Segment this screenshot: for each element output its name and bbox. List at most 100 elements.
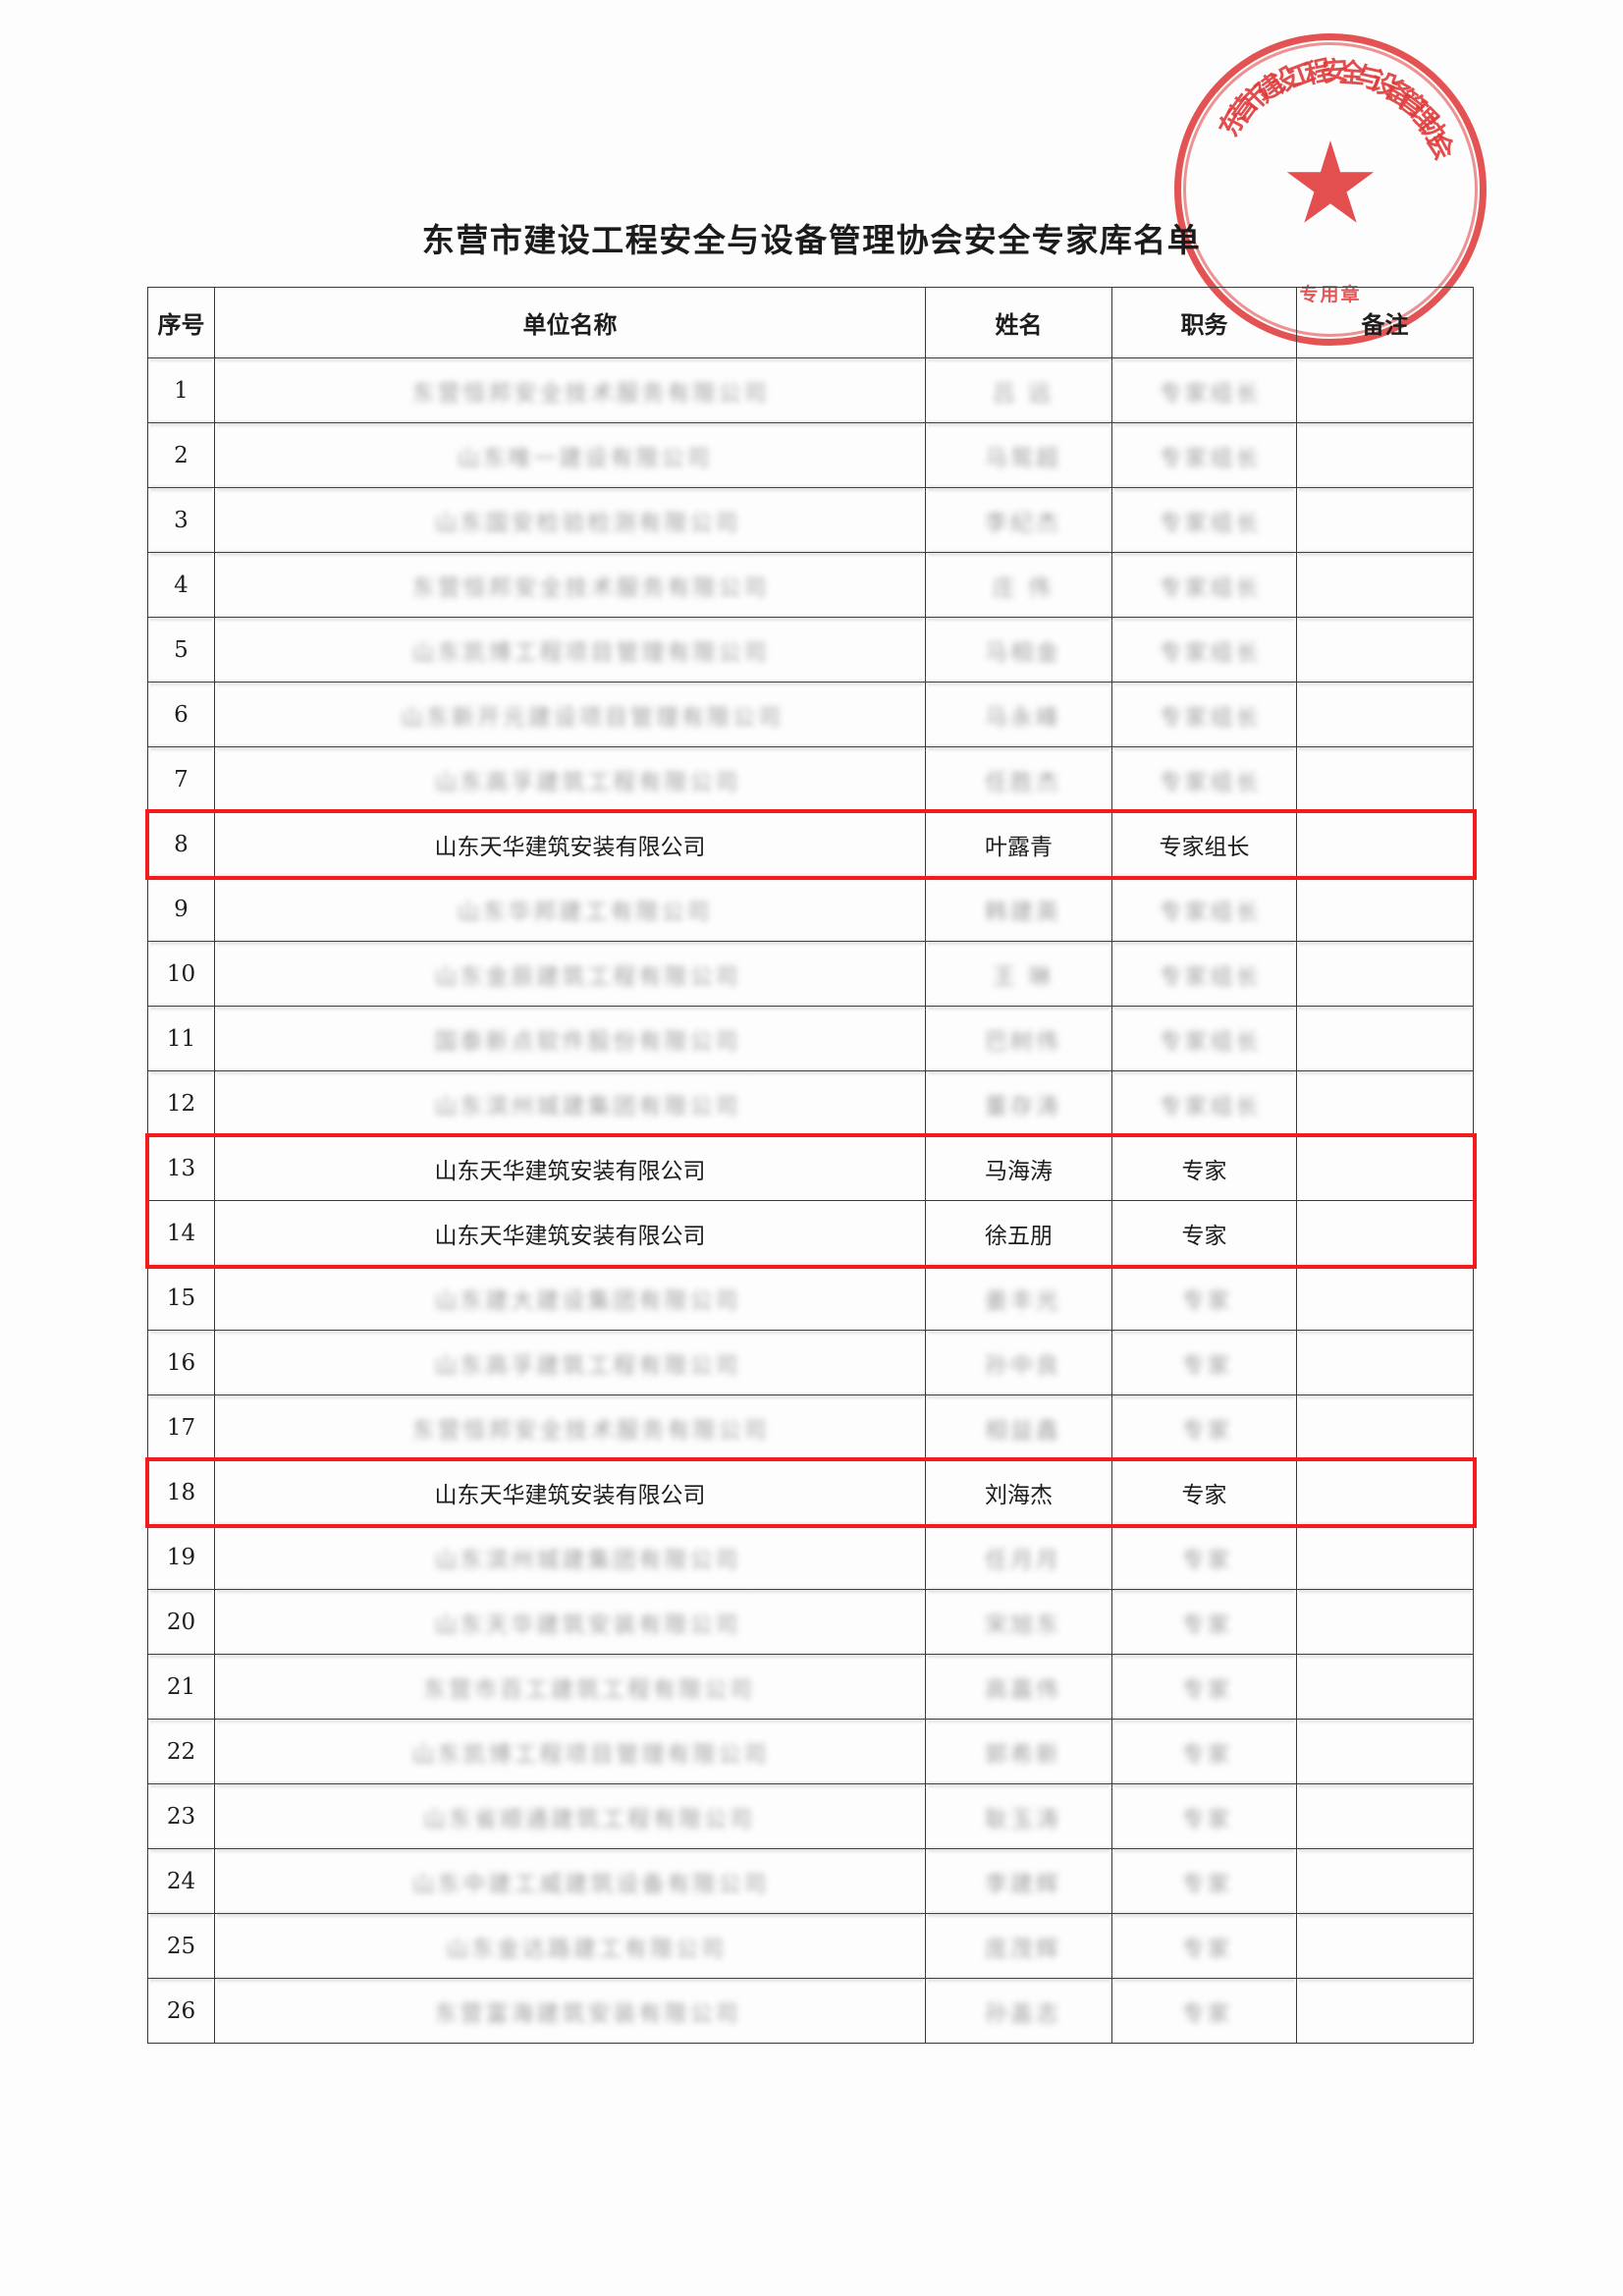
redacted-text: 专家 (1182, 1865, 1233, 1898)
table-row: 11 国泰新点软件股份有限公司 巴树伟 专家组长 (147, 1003, 1474, 1071)
table-body: 1东营恒邦安全技术服务有限公司吕 远专家组长2山东唯一建设有限公司马鸳超专家组长… (147, 355, 1474, 2044)
cell-name: 孙盖志 (925, 1975, 1112, 2044)
cell-seq: 15 (147, 1262, 215, 1331)
cell-title: 专家组长 (1111, 873, 1297, 942)
cell-name: 马永峰 (925, 679, 1112, 747)
redacted-text: 山东省顺通建筑工程有限公司 (423, 1800, 755, 1833)
cell-org: 山东凯博工程项目管理有限公司 (214, 1716, 926, 1784)
cell-org: 山东天华建筑安装有限公司 (214, 1135, 926, 1201)
redacted-text: 专家组长 (1160, 633, 1262, 667)
redacted-text: 马永峰 (985, 698, 1061, 732)
redacted-text: 任胜杰 (985, 763, 1061, 796)
cell-org: 东营恒邦安全技术服务有限公司 (214, 1392, 926, 1460)
redacted-text: 山东华邦建工有限公司 (458, 893, 713, 926)
cell-seq: 17 (147, 1392, 215, 1460)
cell-note (1296, 419, 1474, 488)
cell-seq: 13 (147, 1135, 215, 1201)
cell-org: 山东新开元建设项目管理有限公司 (214, 679, 926, 747)
cell-name: 董存涛 (925, 1067, 1112, 1136)
column-header-seq: 序号 (147, 287, 215, 358)
cell-title: 专家组长 (1111, 614, 1297, 683)
redacted-text: 专家组长 (1160, 893, 1262, 926)
redacted-text: 专家组长 (1160, 698, 1262, 732)
cell-org: 山东金辰建筑工程有限公司 (214, 938, 926, 1007)
redacted-text: 李建辉 (985, 1865, 1061, 1898)
cell-note (1296, 614, 1474, 683)
cell-org: 山东华邦建工有限公司 (214, 873, 926, 942)
cell-seq: 22 (147, 1716, 215, 1784)
cell-note (1296, 1327, 1474, 1395)
cell-seq: 4 (147, 549, 215, 618)
cell-org: 山东天华建筑安装有限公司 (214, 1459, 926, 1525)
cell-note (1296, 679, 1474, 747)
cell-org: 山东省顺通建筑工程有限公司 (214, 1780, 926, 1849)
redacted-text: 吕 远 (993, 374, 1055, 408)
cell-org: 山东滨州城建集团有限公司 (214, 1067, 926, 1136)
cell-name: 韩建英 (925, 873, 1112, 942)
table-row: 5 山东凯博工程项目管理有限公司 马相金 专家组长 (147, 614, 1474, 683)
redacted-text: 东营恒邦安全技术服务有限公司 (412, 1411, 770, 1445)
cell-title: 专家组长 (1111, 811, 1297, 877)
cell-seq: 20 (147, 1586, 215, 1655)
redacted-text: 任月月 (985, 1541, 1061, 1574)
cell-name: 刘海杰 (925, 1459, 1112, 1525)
redacted-text: 专家 (1182, 1800, 1233, 1833)
redacted-text: 山东滨州城建集团有限公司 (435, 1087, 741, 1121)
column-header-title: 职务 (1111, 287, 1297, 358)
redacted-text: 山东金达路建工有限公司 (446, 1930, 727, 1963)
cell-note (1296, 355, 1474, 423)
cell-title: 专家 (1111, 1200, 1297, 1266)
cell-note (1296, 1459, 1474, 1525)
cell-title: 专家组长 (1111, 679, 1297, 747)
table-row: 17 东营恒邦安全技术服务有限公司 相益鑫 专家 (147, 1392, 1474, 1460)
cell-title: 专家 (1111, 1459, 1297, 1525)
cell-seq: 10 (147, 938, 215, 1007)
table-row: 16 山东高孚建筑工程有限公司 孙中良 专家 (147, 1327, 1474, 1395)
redacted-text: 庄 伟 (993, 569, 1055, 602)
table-row: 19 山东滨州城建集团有限公司 任月月 专家 (147, 1521, 1474, 1590)
table-row: 18 山东天华建筑安装有限公司 刘海杰 专家 (147, 1459, 1474, 1525)
redacted-text: 巴树伟 (985, 1022, 1061, 1056)
cell-seq: 9 (147, 873, 215, 942)
redacted-text: 高嘉伟 (985, 1670, 1061, 1704)
table-row: 24 山东中建工威建筑设备有限公司 李建辉 专家 (147, 1845, 1474, 1914)
redacted-text: 李纪杰 (985, 504, 1061, 537)
table-row: 15 山东建大建设集团有限公司 姜丰光 专家 (147, 1262, 1474, 1331)
table-row: 9 山东华邦建工有限公司 韩建英 专家组长 (147, 873, 1474, 942)
cell-name: 高嘉伟 (925, 1651, 1112, 1720)
cell-note (1296, 1521, 1474, 1590)
cell-title: 专家组长 (1111, 419, 1297, 488)
cell-seq: 11 (147, 1003, 215, 1071)
cell-seq: 16 (147, 1327, 215, 1395)
redacted-text: 庞茂辉 (985, 1930, 1061, 1963)
table-row: 23 山东省顺通建筑工程有限公司 耿玉涛 专家 (147, 1780, 1474, 1849)
redacted-text: 专家组长 (1160, 763, 1262, 796)
cell-name: 相益鑫 (925, 1392, 1112, 1460)
redacted-text: 专家组长 (1160, 504, 1262, 537)
cell-name: 宋旭东 (925, 1586, 1112, 1655)
redacted-text: 山东新开元建设项目管理有限公司 (401, 698, 784, 732)
redacted-text: 东营富海建筑安装有限公司 (435, 1995, 741, 2028)
cell-org: 山东天华建筑安装有限公司 (214, 1200, 926, 1266)
cell-name: 耿玉涛 (925, 1780, 1112, 1849)
redacted-text: 山东中建工威建筑设备有限公司 (412, 1865, 770, 1898)
redacted-text: 王 琳 (993, 957, 1055, 991)
cell-seq: 2 (147, 419, 215, 488)
table-row: 8 山东天华建筑安装有限公司 叶露青 专家组长 (147, 811, 1474, 877)
cell-note (1296, 1392, 1474, 1460)
redacted-text: 孙中良 (985, 1346, 1061, 1380)
cell-note (1296, 1135, 1474, 1201)
table-row: 3 山东国安检验检测有限公司 李纪杰 专家组长 (147, 484, 1474, 553)
redacted-text: 专家 (1182, 1670, 1233, 1704)
table-row: 21 东营市百工建筑工程有限公司 高嘉伟 专家 (147, 1651, 1474, 1720)
redacted-text: 专家 (1182, 1282, 1233, 1315)
table-row: 7 山东高孚建筑工程有限公司 任胜杰 专家组长 (147, 743, 1474, 812)
cell-seq: 6 (147, 679, 215, 747)
cell-name: 庄 伟 (925, 549, 1112, 618)
redacted-text: 山东凯博工程项目管理有限公司 (412, 1735, 770, 1769)
cell-note (1296, 1845, 1474, 1914)
cell-name: 吕 远 (925, 355, 1112, 423)
cell-note (1296, 1200, 1474, 1266)
cell-seq: 12 (147, 1067, 215, 1136)
cell-name: 王 琳 (925, 938, 1112, 1007)
